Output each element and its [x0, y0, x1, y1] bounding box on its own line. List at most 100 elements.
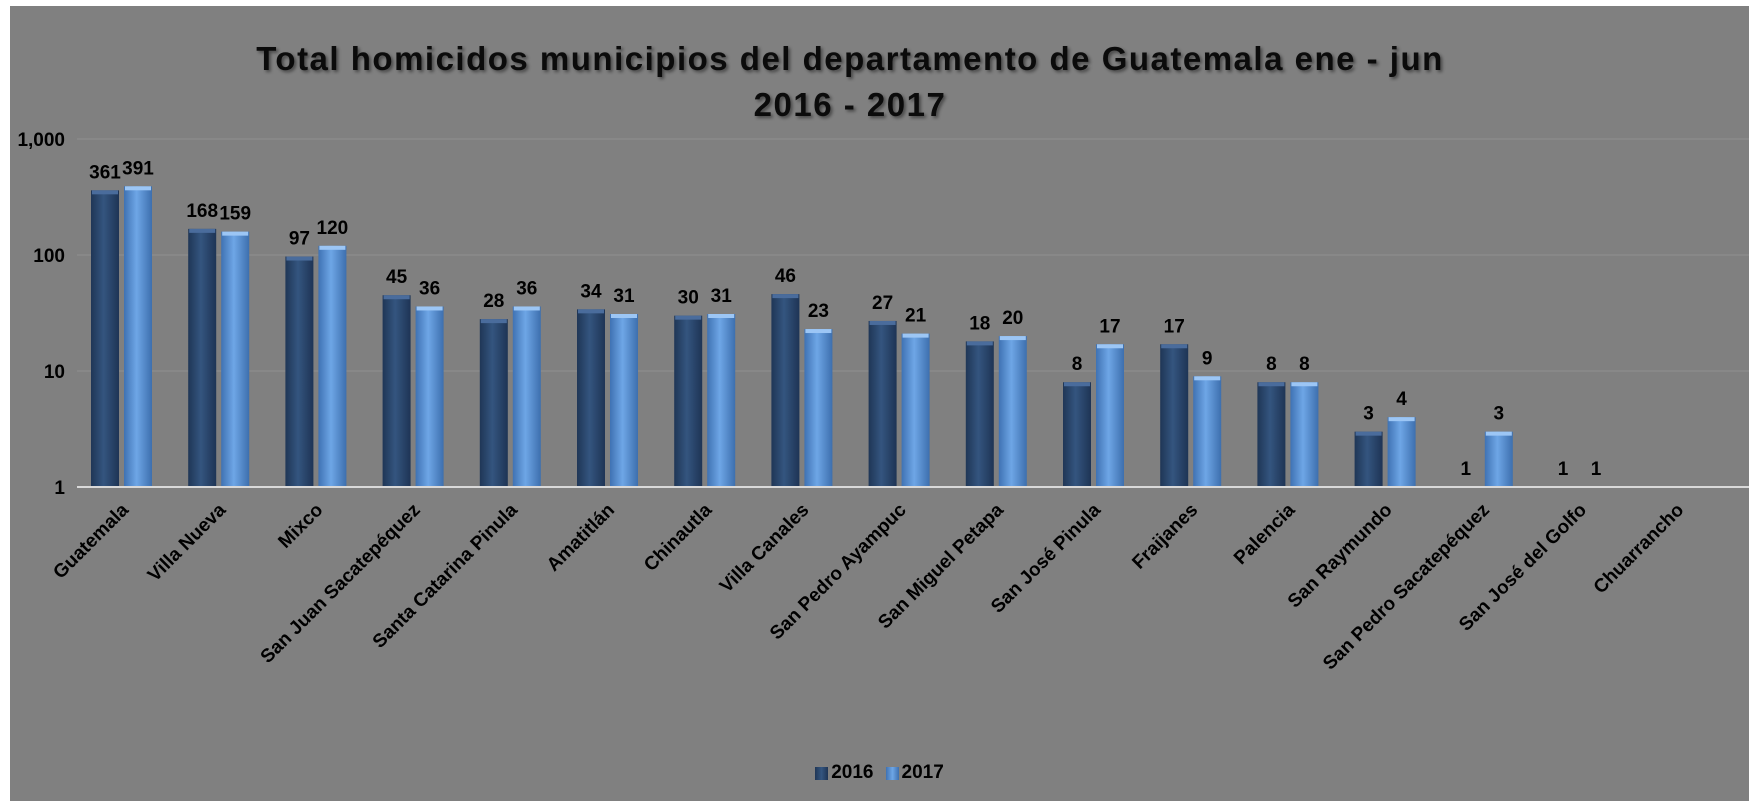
- bar-2016-0: [91, 190, 119, 487]
- legend-item-2017: 2017: [885, 762, 944, 784]
- bar-cap: [189, 228, 216, 233]
- bar-2017-5: [610, 314, 638, 487]
- data-label-2017: 9: [1202, 348, 1213, 369]
- bar-2016-10: [1063, 382, 1091, 487]
- legend: 2016 2017: [10, 762, 1749, 786]
- bar-2017-8: [901, 333, 930, 487]
- bar-cap: [1258, 382, 1285, 387]
- data-label-2016: 45: [386, 267, 408, 288]
- bar-2017-1: [221, 231, 250, 487]
- bar-2016-7: [771, 294, 800, 487]
- x-tick-label: San Raymundo: [1284, 500, 1397, 613]
- legend-swatch: [815, 766, 829, 780]
- data-label-2017: 31: [613, 286, 635, 307]
- bar-cap: [222, 231, 249, 236]
- data-label-2016: 1: [1461, 459, 1472, 480]
- x-tick-label: Palencia: [1230, 499, 1300, 569]
- bar-cap: [805, 329, 832, 334]
- bar-2017-2: [318, 245, 347, 487]
- x-tick-label: San Pedro Sacatepéquez: [1319, 500, 1494, 675]
- bar-cap: [902, 333, 929, 338]
- data-label-2017: 17: [1099, 316, 1120, 337]
- bar-2016-2: [285, 256, 314, 487]
- bar-2017-12: [1290, 382, 1319, 487]
- bar-2017-4: [512, 306, 541, 487]
- bar-cap: [1485, 431, 1512, 436]
- bar-2016-12: [1257, 382, 1286, 487]
- bar-cap: [772, 294, 799, 299]
- y-tick-label: 100: [33, 246, 65, 267]
- y-tick-label: 10: [44, 362, 65, 383]
- legend-swatch: [885, 766, 899, 780]
- legend-label: 2016: [831, 762, 874, 783]
- bar-2017-14: [1484, 431, 1513, 487]
- chart-title-line1: Total homicidos municipios del departame…: [256, 40, 1444, 77]
- data-label-2017: 36: [516, 278, 537, 299]
- data-label-2017: 31: [711, 286, 733, 307]
- bar-cap: [125, 186, 151, 191]
- bar-cap: [1194, 376, 1221, 381]
- data-label-2016: 46: [775, 266, 796, 287]
- chart-title-line2: 2016 - 2017: [753, 86, 947, 123]
- data-label-2016: 34: [580, 281, 602, 302]
- bar-2017-7: [804, 329, 833, 487]
- data-label-2016: 361: [89, 162, 121, 183]
- bar-2016-3: [382, 295, 411, 487]
- x-tick-label: Villa Canales: [716, 500, 814, 598]
- data-label-2016: 3: [1363, 404, 1374, 425]
- bar-2016-4: [479, 319, 508, 487]
- bar-cap: [1355, 431, 1382, 436]
- x-tick-label: Amatitlán: [543, 500, 619, 576]
- data-label-2017: 3: [1494, 404, 1505, 425]
- data-label-2016: 28: [483, 291, 504, 312]
- legend-item-2016: 2016: [815, 762, 874, 784]
- bar-cap: [1097, 344, 1123, 349]
- bar-2016-11: [1160, 344, 1189, 487]
- data-label-2017: 8: [1299, 354, 1310, 375]
- bar-2017-11: [1193, 376, 1222, 487]
- data-label-2016: 1: [1558, 459, 1569, 480]
- bar-cap: [513, 306, 540, 311]
- y-tick-label: 1: [54, 478, 65, 499]
- bar-cap: [966, 341, 993, 346]
- data-label-2017: 20: [1002, 308, 1023, 329]
- data-label-2016: 27: [872, 293, 893, 314]
- bar-cap: [1291, 382, 1318, 387]
- bar-cap: [578, 309, 604, 314]
- bar-cap: [869, 320, 896, 325]
- x-tick-label: Chuarrancho: [1590, 500, 1688, 598]
- data-label-2016: 18: [969, 313, 990, 334]
- x-tick-label: San Juan Sacatepéquez: [257, 500, 425, 668]
- bar-cap: [675, 315, 702, 320]
- bar-2017-10: [1096, 344, 1124, 487]
- bar-cap: [1161, 344, 1188, 349]
- bar-cap: [92, 190, 118, 195]
- data-label-2016: 168: [186, 201, 218, 222]
- data-label-2016: 8: [1266, 354, 1277, 375]
- x-tick-label: Villa Nueva: [144, 499, 231, 586]
- bar-cap: [319, 245, 346, 250]
- bar-2016-13: [1354, 431, 1383, 487]
- data-label-2016: 8: [1072, 354, 1083, 375]
- chart-title: Total homicidos municipios del departame…: [100, 36, 1600, 128]
- data-label-2017: 4: [1396, 389, 1407, 410]
- bar-cap: [999, 336, 1026, 341]
- data-label-2016: 97: [289, 229, 310, 250]
- bar-2017-13: [1387, 417, 1416, 487]
- data-label-2017: 21: [905, 306, 927, 327]
- bar-2017-3: [415, 306, 444, 487]
- data-label-2016: 30: [678, 288, 699, 309]
- data-label-2016: 17: [1164, 316, 1185, 337]
- x-tick-label: Fraijanes: [1128, 500, 1202, 574]
- bar-2016-9: [965, 341, 994, 487]
- data-label-2017: 120: [317, 218, 349, 239]
- bar-2017-0: [124, 186, 152, 487]
- bar-cap: [1388, 417, 1415, 422]
- bar-cap: [611, 314, 637, 319]
- bar-cap: [383, 295, 410, 300]
- bars: [91, 186, 1513, 487]
- bar-2017-9: [998, 336, 1027, 487]
- bar-cap: [480, 319, 507, 324]
